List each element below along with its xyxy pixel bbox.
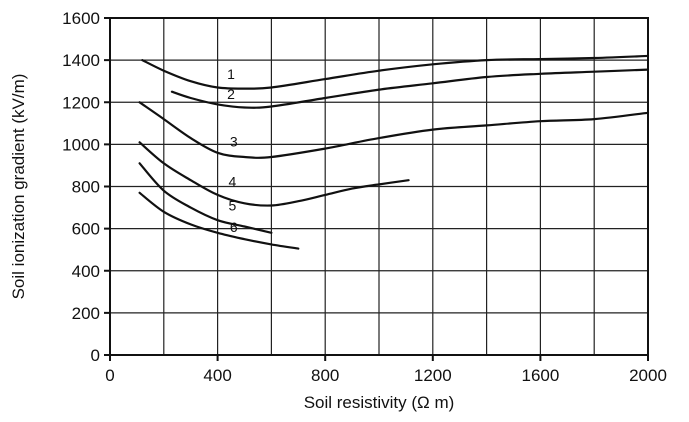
curve-label-3: 3 <box>230 133 238 149</box>
y-tick-labels: 0 200 400 600 800 1000 1200 1400 1600 <box>62 9 100 365</box>
curve-label-4: 4 <box>228 174 236 190</box>
y-tick-label: 200 <box>72 304 100 323</box>
y-tick-label: 400 <box>72 262 100 281</box>
x-axis-title: Soil resistivity (Ω m) <box>304 393 455 412</box>
curve-label-1: 1 <box>227 66 235 82</box>
curve-label-6: 6 <box>230 219 238 235</box>
grid-lines <box>110 18 648 355</box>
axis-ticks <box>104 17 649 361</box>
y-tick-label: 1200 <box>62 93 100 112</box>
x-tick-label: 1600 <box>521 366 559 385</box>
series-line-4 <box>138 141 410 207</box>
x-tick-label: 800 <box>311 366 339 385</box>
x-tick-label: 1200 <box>414 366 452 385</box>
series-line-1 <box>141 54 650 90</box>
y-tick-label: 0 <box>91 346 100 365</box>
curve-label-2: 2 <box>227 86 235 102</box>
x-tick-label: 400 <box>203 366 231 385</box>
y-tick-label: 1400 <box>62 51 100 70</box>
series-line-5 <box>138 162 273 234</box>
x-tick-labels: 0 400 800 1200 1600 2000 <box>105 366 667 385</box>
x-tick-label: 2000 <box>629 366 667 385</box>
y-tick-label: 1600 <box>62 9 100 28</box>
curve-labels: 1 2 3 4 5 6 <box>227 66 238 235</box>
y-axis-title: Soil ionization gradient (kV/m) <box>9 74 28 300</box>
y-tick-label: 600 <box>72 220 100 239</box>
curve-label-5: 5 <box>228 198 236 214</box>
series-line-6 <box>138 191 300 250</box>
series-line-3 <box>138 101 650 159</box>
x-tick-label: 0 <box>105 366 114 385</box>
series-line-2 <box>170 68 650 109</box>
chart-series <box>138 54 650 250</box>
y-tick-label: 800 <box>72 178 100 197</box>
y-tick-label: 1000 <box>62 135 100 154</box>
